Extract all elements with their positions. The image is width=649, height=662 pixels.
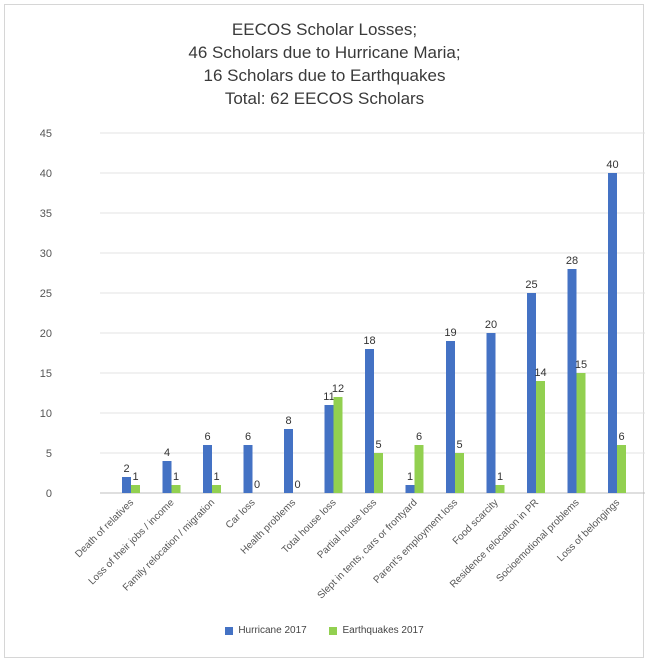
y-tick-label: 45 bbox=[40, 128, 52, 140]
bar bbox=[567, 269, 577, 493]
data-label: 0 bbox=[294, 479, 300, 491]
bar bbox=[284, 429, 293, 493]
title-line-1: EECOS Scholar Losses; bbox=[231, 20, 418, 39]
data-label: 5 bbox=[375, 439, 381, 451]
data-label: 1 bbox=[497, 471, 503, 483]
title-line-4: Total: 62 EECOS Scholars bbox=[224, 89, 425, 108]
chart-frame bbox=[4, 4, 644, 658]
data-label: 14 bbox=[534, 367, 546, 379]
data-label: 6 bbox=[618, 431, 624, 443]
bar bbox=[365, 349, 374, 493]
bar bbox=[414, 445, 424, 493]
bar bbox=[405, 485, 415, 493]
data-label: 1 bbox=[132, 471, 138, 483]
data-label: 6 bbox=[416, 431, 422, 443]
x-category-label: Parent's employment loss bbox=[372, 497, 461, 586]
data-label: 5 bbox=[456, 439, 462, 451]
data-label: 15 bbox=[575, 359, 587, 371]
bar bbox=[122, 477, 131, 493]
y-tick-label: 35 bbox=[40, 208, 52, 220]
y-tick-label: 20 bbox=[40, 328, 52, 340]
legend: Hurricane 2017 Earthquakes 2017 bbox=[0, 625, 649, 638]
bar bbox=[536, 381, 545, 493]
legend-label-earthquakes: Earthquakes 2017 bbox=[342, 625, 424, 636]
legend-item-hurricane: Hurricane 2017 bbox=[225, 625, 307, 636]
x-category-label: Socioemotional problems bbox=[494, 497, 581, 584]
bar bbox=[455, 453, 464, 493]
data-label: 6 bbox=[204, 431, 210, 443]
data-label: 25 bbox=[525, 279, 537, 291]
y-tick-label: 25 bbox=[40, 288, 52, 300]
title-line-2: 46 Scholars due to Hurricane Maria; bbox=[188, 43, 461, 62]
data-label: 6 bbox=[245, 431, 251, 443]
data-label: 0 bbox=[254, 479, 260, 491]
bar bbox=[486, 333, 496, 493]
data-label: 1 bbox=[407, 471, 413, 483]
bar bbox=[333, 397, 343, 493]
data-label: 11 bbox=[323, 391, 334, 403]
data-label: 12 bbox=[332, 383, 344, 395]
bar bbox=[243, 445, 253, 493]
bar bbox=[162, 461, 172, 493]
bar bbox=[617, 445, 626, 493]
y-tick-label: 0 bbox=[46, 488, 52, 500]
x-category-label: Car loss bbox=[224, 497, 258, 531]
bar bbox=[446, 341, 455, 493]
bar bbox=[527, 293, 536, 493]
legend-swatch-earthquakes bbox=[329, 626, 338, 635]
data-label: 1 bbox=[213, 471, 219, 483]
y-tick-label: 5 bbox=[46, 448, 52, 460]
y-tick-label: 15 bbox=[40, 368, 52, 380]
title-line-3: 16 Scholars due to Earthquakes bbox=[203, 66, 446, 85]
bar bbox=[131, 485, 140, 493]
bar bbox=[324, 405, 334, 493]
data-label: 4 bbox=[164, 447, 170, 459]
data-label: 20 bbox=[485, 319, 497, 331]
data-label: 40 bbox=[606, 159, 618, 171]
bar bbox=[374, 453, 383, 493]
data-label: 18 bbox=[363, 335, 375, 347]
data-label: 2 bbox=[123, 463, 129, 475]
bar bbox=[171, 485, 181, 493]
chart-title: EECOS Scholar Losses; 46 Scholars due to… bbox=[0, 18, 649, 110]
data-label: 19 bbox=[444, 327, 456, 339]
bar bbox=[212, 485, 221, 493]
bar bbox=[576, 373, 586, 493]
data-label: 8 bbox=[285, 415, 291, 427]
bar bbox=[495, 485, 505, 493]
legend-swatch-hurricane bbox=[225, 626, 234, 635]
legend-item-earthquakes: Earthquakes 2017 bbox=[329, 625, 424, 636]
data-label: 1 bbox=[173, 471, 179, 483]
y-tick-label: 40 bbox=[40, 168, 52, 180]
bar bbox=[203, 445, 212, 493]
bar bbox=[608, 173, 617, 493]
y-tick-label: 30 bbox=[40, 248, 52, 260]
legend-label-hurricane: Hurricane 2017 bbox=[238, 625, 307, 636]
y-tick-label: 10 bbox=[40, 408, 52, 420]
data-label: 28 bbox=[566, 255, 578, 267]
